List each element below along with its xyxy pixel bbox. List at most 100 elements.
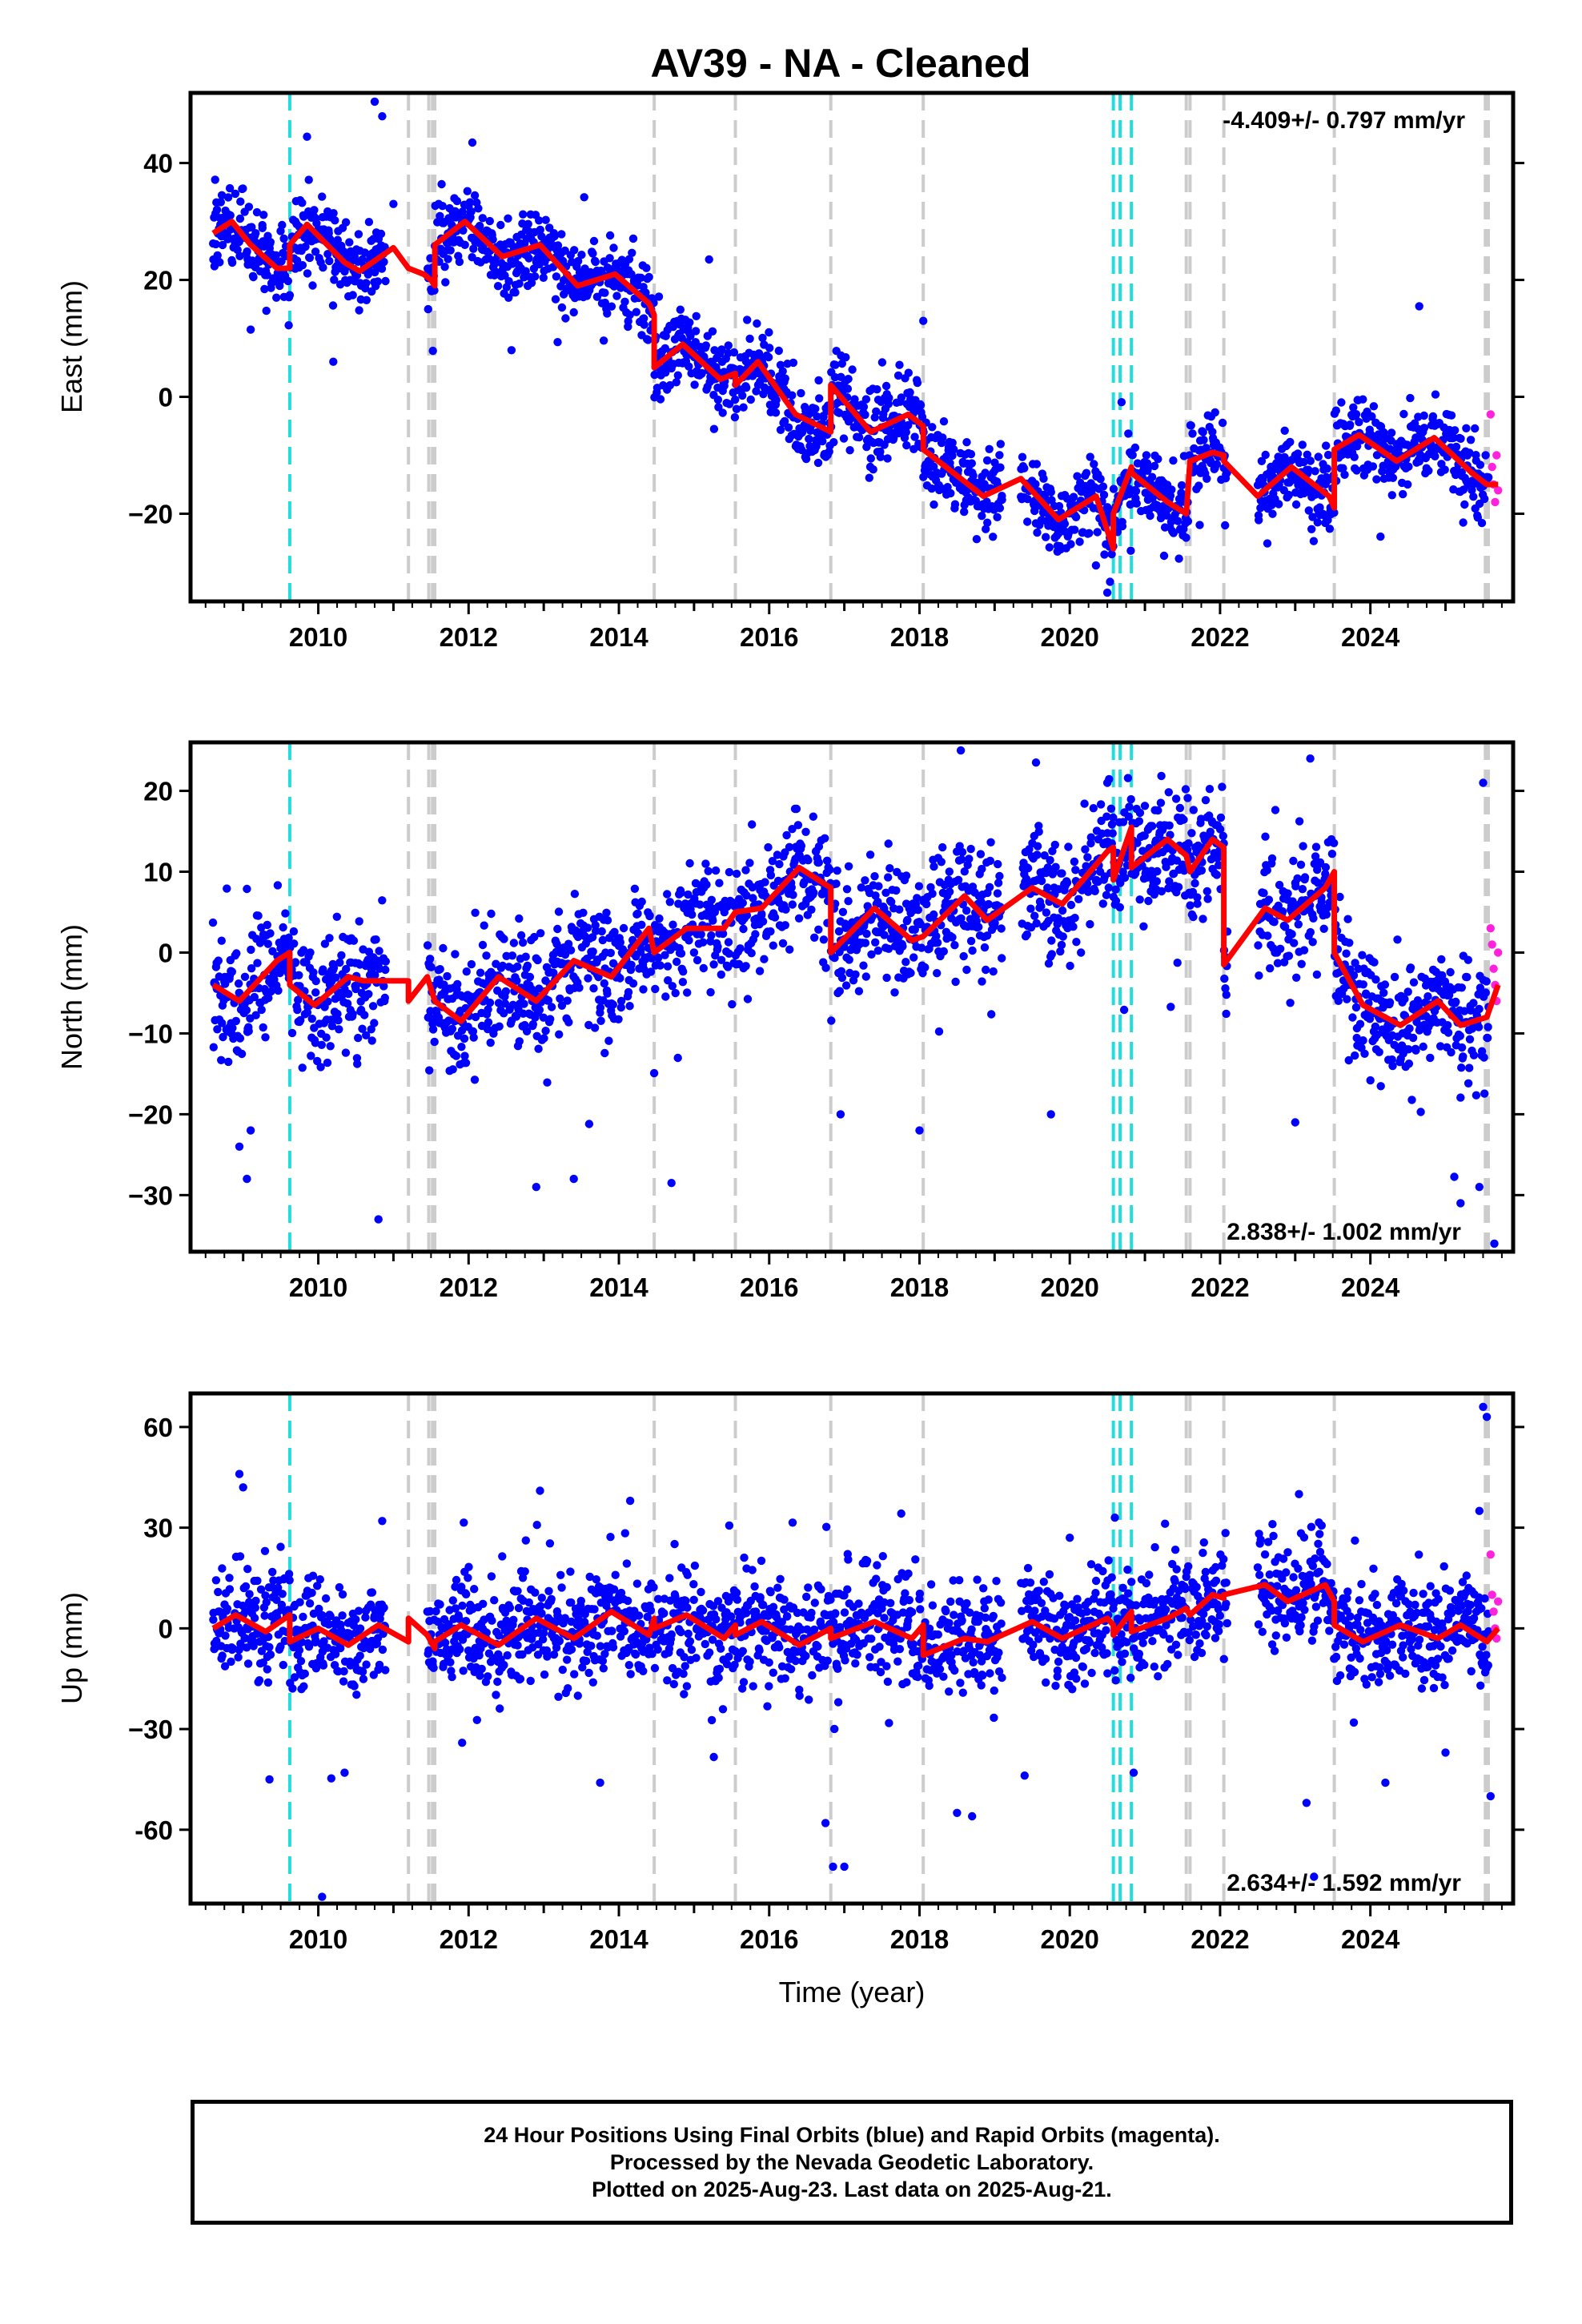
north-final-point [448,1065,457,1074]
north-final-point [554,907,564,916]
north-final-point [1408,1033,1418,1043]
north-final-point [1096,800,1106,809]
north-final-point [443,971,452,981]
north-final-point [997,924,1006,933]
up-final-point [359,1675,368,1683]
east-final-point [813,412,821,421]
north-final-point [494,999,504,1007]
north-final-point [556,994,564,1003]
east-final-point [1128,451,1137,460]
north-rapid-point [1494,948,1503,957]
up-final-point [209,1615,218,1624]
north-final-point [778,939,788,948]
north-final-point [1069,923,1078,931]
north-final-point [736,944,745,953]
east-final-point [580,193,588,202]
east-final-point [551,295,560,304]
up-final-point [488,1616,496,1625]
north-final-point [1283,889,1292,898]
north-final-point [495,1022,504,1031]
north-final-point [669,920,677,929]
north-final-point [1299,946,1309,955]
east-final-point [1093,528,1102,537]
up-final-point [456,1645,464,1654]
east-final-point [876,452,885,461]
north-final-point [1321,862,1331,872]
up-final-point [220,1662,230,1671]
up-final-point [358,1667,367,1676]
east-final-point [474,204,483,213]
north-final-point [738,899,747,907]
north-final-point [596,1016,605,1026]
east-final-point [981,468,990,477]
north-final-point [761,878,769,887]
east-final-point [1045,543,1054,552]
east-final-point [591,257,600,267]
east-final-point [781,374,789,383]
north-final-point [665,898,674,907]
east-final-point [1387,491,1397,500]
north-final-point [498,961,508,971]
east-final-point [1069,493,1078,501]
east-final-point [285,291,295,300]
north-final-point [1123,774,1133,782]
north-final-point [322,1033,331,1042]
up-final-point [315,1575,324,1584]
east-final-point [1147,472,1157,481]
north-final-point [521,952,530,961]
north-final-point [651,984,660,994]
up-final-point [338,1590,347,1599]
east-ytick-label: −20 [128,500,173,529]
east-final-point [1046,488,1056,497]
north-final-point [1071,866,1080,875]
north-final-point [604,1036,613,1045]
north-final-point [745,858,754,867]
north-final-point [293,1005,302,1015]
north-final-point [589,984,598,993]
north-final-point [654,954,663,963]
north-final-point [684,890,693,899]
east-final-point [1126,546,1135,555]
east-final-point [778,367,787,376]
north-final-point [1308,938,1317,947]
north-final-point [709,916,717,925]
up-final-point [227,1657,235,1667]
north-final-point [901,958,910,967]
up-final-point [321,1594,331,1603]
north-final-point [1102,891,1111,899]
north-final-point [500,999,510,1008]
north-final-point [696,900,705,909]
north-final-point [266,929,275,938]
east-final-point [603,309,612,318]
north-final-point [213,1025,222,1034]
north-final-point [1222,1009,1231,1019]
north-final-point [1343,995,1351,1003]
east-final-point [738,391,747,400]
north-final-point [1452,997,1460,1007]
east-final-point [960,507,969,517]
east-final-point [1298,440,1307,449]
east-final-point [1211,408,1219,417]
north-final-point [508,951,517,960]
north-final-point [837,967,846,976]
north-final-point [1275,880,1284,890]
north-final-point [1321,870,1330,879]
east-final-point [1355,417,1363,427]
north-final-point [341,1048,351,1057]
up-final-point [493,1677,502,1687]
north-final-point [639,985,648,994]
east-final-point [1304,506,1314,515]
up-final-point [272,1595,281,1605]
east-final-point [1146,511,1154,521]
north-final-point [311,1039,320,1047]
east-final-point [985,444,994,453]
north-final-point [1263,866,1272,875]
north-final-point [316,1063,325,1072]
east-final-point [588,249,597,258]
north-final-point [1312,970,1322,979]
north-final-point [989,967,998,976]
east-final-point [329,209,338,218]
east-final-point [244,203,254,211]
up-final-point [492,1691,500,1699]
